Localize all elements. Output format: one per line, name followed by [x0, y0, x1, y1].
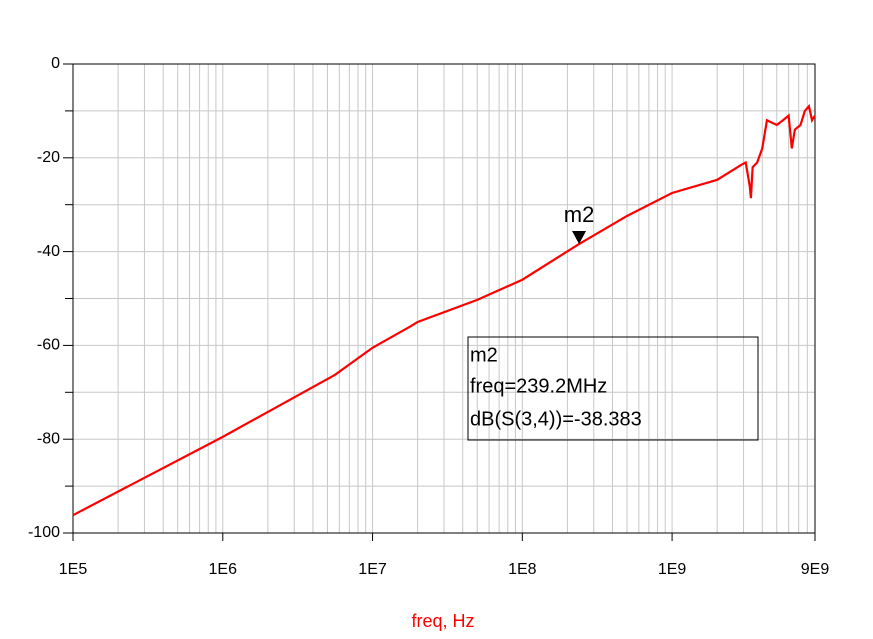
- x-tick-label: 1E5: [59, 561, 88, 578]
- plot-layer: 1E5 1E6 1E7 1E8 1E9 9E9 0 -20 -40 -60 -80 -100 m2: [28, 55, 829, 578]
- marker-label: m2: [564, 202, 595, 227]
- y-tick-label: -80: [37, 430, 60, 447]
- x-tick-label: 1E8: [508, 561, 537, 578]
- x-axis-label: freq, Hz: [411, 611, 474, 631]
- marker-readout-value: dB(S(3,4))=-38.383: [470, 408, 642, 430]
- x-tick-label: 1E9: [658, 561, 687, 578]
- y-tick-label: -40: [37, 243, 60, 260]
- marker-readout-box: [467, 336, 759, 441]
- x-tick-label: 9E9: [801, 561, 830, 578]
- y-tick-label: 0: [51, 55, 60, 72]
- y-tick-label: -100: [28, 524, 60, 541]
- marker-triangle: [572, 231, 587, 245]
- y-tick-label: -60: [37, 337, 60, 354]
- x-tick-label: 1E7: [358, 561, 387, 578]
- plot-frame: [72, 63, 816, 534]
- y-tick-label: -20: [37, 149, 60, 166]
- marker-readout-name: m2: [470, 344, 498, 366]
- marker-readout-freq: freq=239.2MHz: [470, 375, 607, 397]
- data-line: [72, 103, 816, 517]
- x-tick-label: 1E6: [209, 561, 238, 578]
